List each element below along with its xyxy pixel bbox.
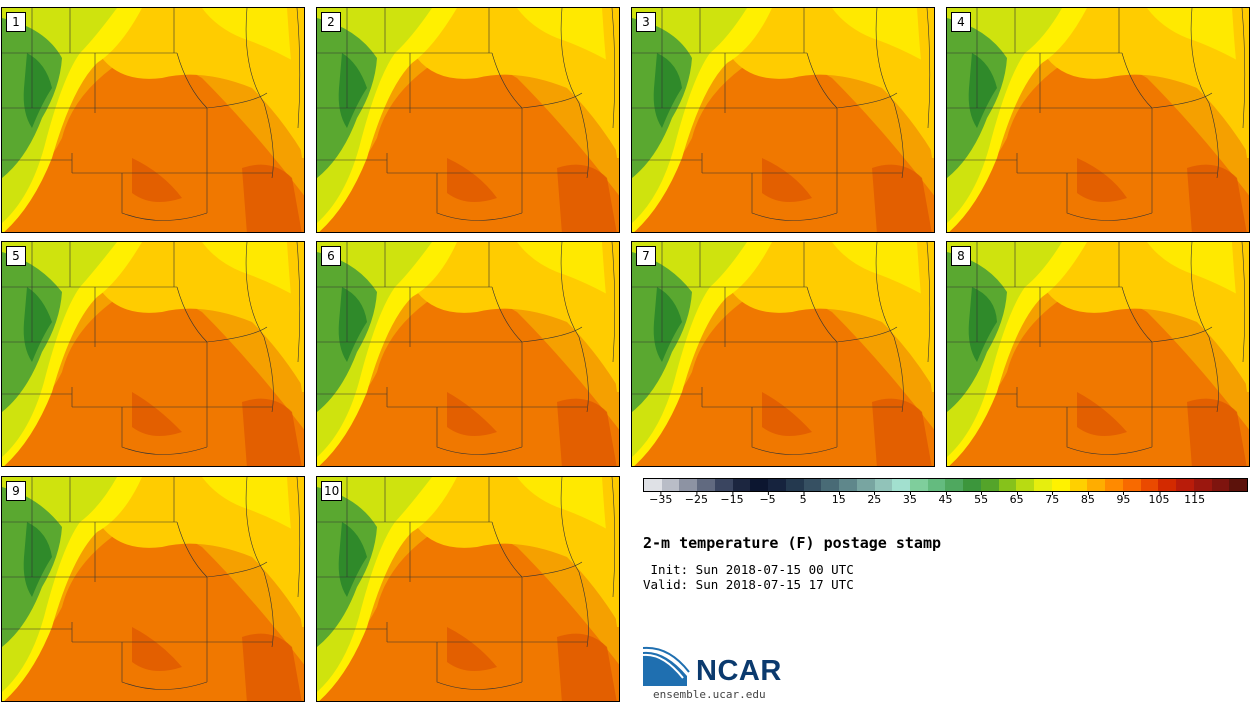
member-number: 9 [6, 481, 26, 501]
member-panel: 5 [1, 241, 305, 467]
time-info: Init: Sun 2018-07-15 00 UTC Valid: Sun 2… [643, 562, 854, 592]
logo-text: NCAR [696, 655, 782, 687]
colorbar-swatch [661, 479, 680, 491]
colorbar-swatch [1034, 479, 1052, 491]
colorbar-swatch [768, 479, 786, 491]
member-panel: 1 [1, 7, 305, 233]
temperature-map [947, 8, 1249, 232]
colorbar-swatch [732, 479, 751, 491]
colorbar-tick-label: −35 [649, 492, 673, 506]
colorbar-swatch [910, 479, 928, 491]
colorbar-swatch [1051, 479, 1070, 491]
colorbar-swatch [644, 479, 662, 491]
colorbar-tick-label: −25 [684, 492, 708, 506]
colorbar-swatch [1140, 479, 1159, 491]
colorbar-swatch [821, 479, 840, 491]
plot-title: 2-m temperature (F) postage stamp [643, 534, 942, 552]
member-panel: 6 [316, 241, 620, 467]
member-panel: 9 [1, 476, 305, 702]
colorbar-tick-label: 15 [831, 492, 846, 506]
temperature-map [2, 477, 304, 701]
colorbar-swatch [998, 479, 1017, 491]
colorbar-tick-label: −5 [759, 492, 776, 506]
colorbar-tick-label: 35 [902, 492, 917, 506]
colorbar-swatch [839, 479, 857, 491]
colorbar-swatch [945, 479, 964, 491]
member-number: 5 [6, 246, 26, 266]
colorbar-swatch [980, 479, 999, 491]
colorbar-swatch [1087, 479, 1106, 491]
colorbar-swatch [874, 479, 893, 491]
colorbar-tick-label: 115 [1184, 492, 1206, 506]
colorbar-swatch [1176, 479, 1194, 491]
colorbar-swatch [1211, 479, 1230, 491]
colorbar-tick-label: 5 [799, 492, 807, 506]
temperature-map [2, 8, 304, 232]
colorbar-swatch [927, 479, 946, 491]
member-number: 3 [636, 12, 656, 32]
temperature-map [632, 8, 934, 232]
init-time: Init: Sun 2018-07-15 00 UTC [643, 562, 854, 577]
colorbar-swatch [856, 479, 875, 491]
colorbar-tick-label: 25 [867, 492, 882, 506]
colorbar-ticks: −35 −25 −15 −5 5 15 25 35 45 55 65 75 85 95 105 115 [643, 492, 1248, 515]
member-panel: 10 [316, 476, 620, 702]
colorbar-tick-label: −15 [720, 492, 744, 506]
colorbar-swatch [714, 479, 733, 491]
colorbar-swatch [803, 479, 822, 491]
colorbar-swatch [1193, 479, 1212, 491]
colorbar-tick-label: 65 [1009, 492, 1024, 506]
colorbar-swatch [1229, 479, 1247, 491]
member-number: 7 [636, 246, 656, 266]
colorbar-swatch [1016, 479, 1035, 491]
member-panel: 2 [316, 7, 620, 233]
colorbar-swatch [1122, 479, 1141, 491]
colorbar [643, 478, 1248, 492]
member-panel: 7 [631, 241, 935, 467]
temperature-map [2, 242, 304, 466]
colorbar-swatch [785, 479, 804, 491]
colorbar-swatch [892, 479, 911, 491]
colorbar-swatch [1069, 479, 1088, 491]
temperature-map [632, 242, 934, 466]
colorbar-tick-label: 85 [1080, 492, 1095, 506]
member-number: 6 [321, 246, 341, 266]
member-number: 4 [951, 12, 971, 32]
member-number: 10 [321, 481, 343, 501]
colorbar-swatch [1105, 479, 1123, 491]
member-number: 2 [321, 12, 341, 32]
member-number: 1 [6, 12, 26, 32]
colorbar-tick-label: 55 [974, 492, 989, 506]
member-panel: 3 [631, 7, 935, 233]
temperature-map [947, 242, 1249, 466]
colorbar-swatch [1158, 479, 1177, 491]
colorbar-tick-label: 95 [1116, 492, 1131, 506]
temperature-map [317, 242, 619, 466]
temperature-map [317, 477, 619, 701]
member-panel: 8 [946, 241, 1250, 467]
colorbar-tick-label: 45 [938, 492, 953, 506]
colorbar-swatch [963, 479, 981, 491]
valid-time: Valid: Sun 2018-07-15 17 UTC [643, 577, 854, 592]
colorbar-swatch [750, 479, 769, 491]
colorbar-swatch [679, 479, 698, 491]
member-number: 8 [951, 246, 971, 266]
colorbar-tick-label: 75 [1045, 492, 1060, 506]
site-url: ensemble.ucar.edu [653, 688, 766, 701]
ncar-logo-icon [643, 646, 690, 686]
colorbar-swatch [697, 479, 715, 491]
colorbar-tick-label: 105 [1148, 492, 1170, 506]
member-panel: 4 [946, 7, 1250, 233]
temperature-map [317, 8, 619, 232]
